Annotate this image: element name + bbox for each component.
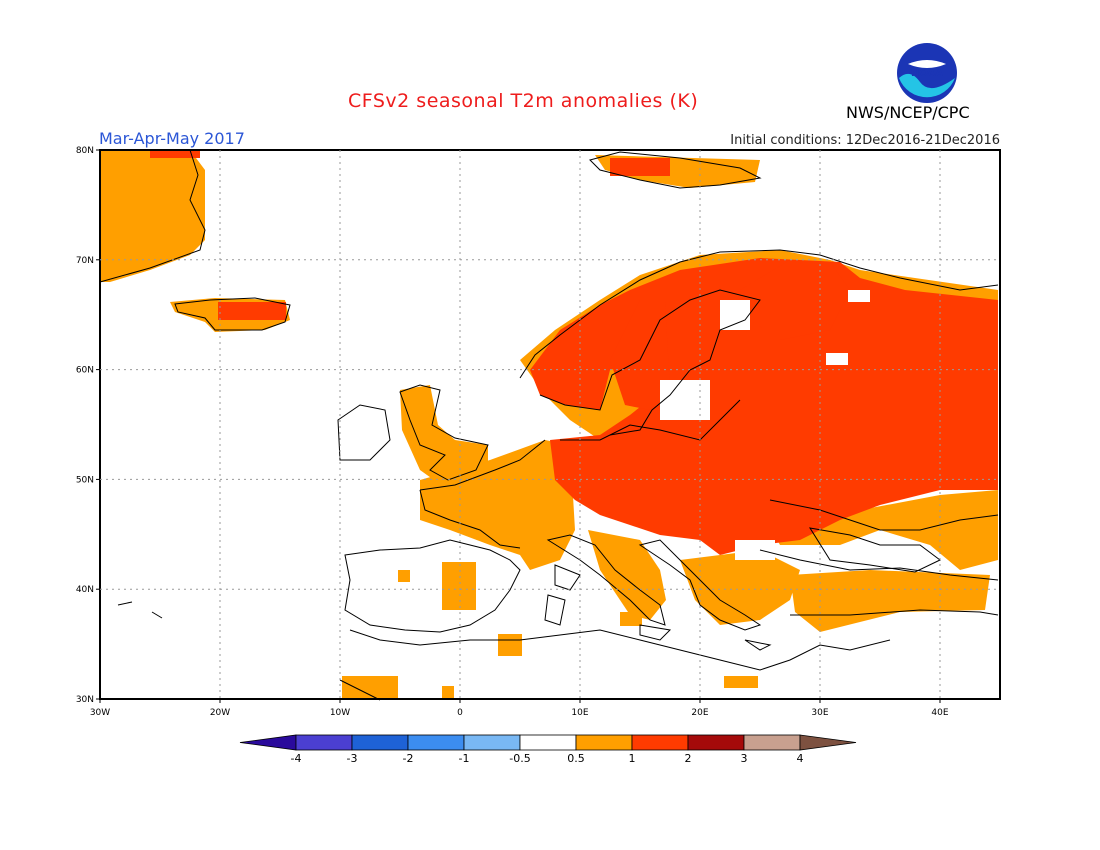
- colorbar-swatch: [463, 734, 521, 751]
- lat-tick-label: 30N: [76, 695, 94, 705]
- colorbar-swatch: [295, 734, 353, 751]
- colorbar-swatch: [407, 734, 465, 751]
- colorbar-swatch: [743, 734, 801, 751]
- lon-tick-label: 20E: [691, 708, 708, 718]
- lon-tick-label: 20W: [210, 708, 230, 718]
- lon-tick-label: 40E: [931, 708, 948, 718]
- colorbar-swatch: [351, 734, 409, 751]
- graticule: [100, 150, 1000, 699]
- colorbar-arrow-high: [799, 734, 857, 751]
- colorbar-swatch: [687, 734, 745, 751]
- logo-text: NOAA: [911, 68, 943, 79]
- colorbar-label: 2: [685, 752, 692, 765]
- agency-label: NWS/NCEP/CPC: [846, 103, 970, 122]
- colorbar-label: -0.5: [509, 752, 530, 765]
- colorbar-label: -4: [291, 752, 302, 765]
- forecast-period: Mar-Apr-May 2017: [99, 129, 245, 148]
- colorbar: -4 -3 -2 -1 -0.5 0.5 1 2 3 4: [239, 734, 857, 765]
- lat-tick-label: 40N: [76, 585, 94, 595]
- colorbar-swatch: [575, 734, 633, 751]
- colorbar-swatch: [519, 734, 577, 751]
- lat-tick-label: 60N: [76, 366, 94, 376]
- lon-tick-label: 10W: [330, 708, 350, 718]
- lon-tick-label: 10E: [571, 708, 588, 718]
- lat-tick-label: 80N: [76, 146, 94, 156]
- lon-tick-label: 30E: [811, 708, 828, 718]
- colorbar-arrow-low: [239, 734, 297, 751]
- lat-tick-label: 70N: [76, 256, 94, 266]
- colorbar-label: -1: [459, 752, 470, 765]
- lon-tick-label: 30W: [90, 708, 110, 718]
- initial-conditions: Initial conditions: 12Dec2016-21Dec2016: [730, 133, 1000, 148]
- noaa-logo: NOAA: [897, 43, 957, 103]
- map-frame: [99, 149, 1001, 700]
- colorbar-label: 1: [629, 752, 636, 765]
- colorbar-label: 4: [797, 752, 804, 765]
- anomaly-fill-warm: [100, 150, 998, 698]
- axis-ticks: 30W 20W 10W 0 10E 20E 30E 40E 30N 40N 50N 60N 70N 80N: [76, 146, 949, 718]
- colorbar-label: 0.5: [567, 752, 585, 765]
- colorbar-label: -3: [347, 752, 358, 765]
- map-title: CFSv2 seasonal T2m anomalies (K): [348, 90, 699, 112]
- lat-tick-label: 50N: [76, 475, 94, 485]
- colorbar-label: -2: [403, 752, 414, 765]
- colorbar-swatch: [631, 734, 689, 751]
- lon-tick-label: 0: [457, 708, 463, 718]
- colorbar-label: 3: [741, 752, 748, 765]
